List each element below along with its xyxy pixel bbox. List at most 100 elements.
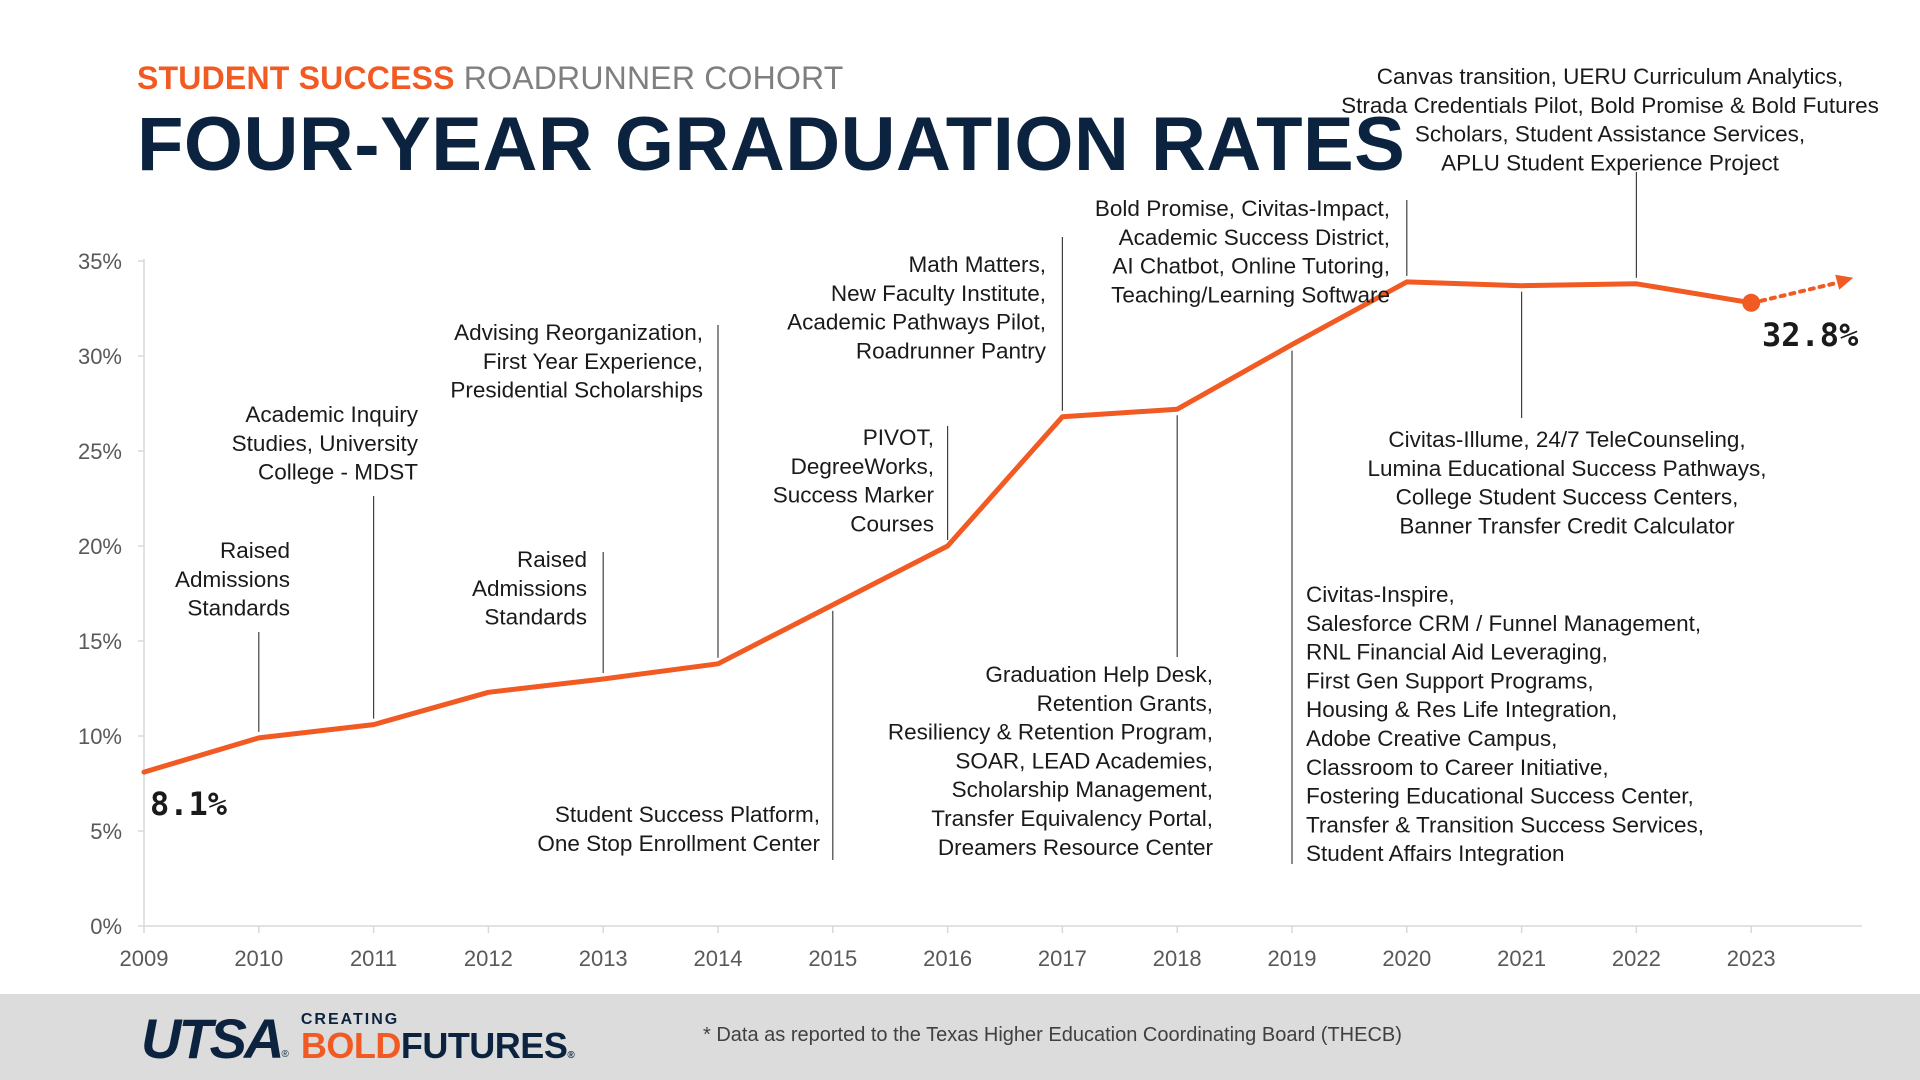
end-value-label: 32.8% bbox=[1762, 316, 1859, 354]
y-tick-label: 10% bbox=[78, 724, 122, 749]
annotation-line: Transfer Equivalency Portal, bbox=[931, 806, 1213, 831]
annotation-line: SOAR, LEAD Academies, bbox=[955, 748, 1213, 773]
annotation-line: DegreeWorks, bbox=[791, 454, 934, 479]
annotation-2022: Canvas transition, UERU Curriculum Analy… bbox=[1341, 64, 1879, 175]
annotation-line: Advising Reorganization, bbox=[454, 320, 703, 345]
logo-creating-bold-futures: CREATING BOLDFUTURES® bbox=[300, 1011, 575, 1066]
annotation-line: College - MDST bbox=[258, 460, 418, 485]
x-tick-label: 2019 bbox=[1268, 946, 1317, 971]
y-tick-label: 35% bbox=[78, 249, 122, 274]
x-tick-label: 2017 bbox=[1038, 946, 1087, 971]
annotation-line: Strada Credentials Pilot, Bold Promise &… bbox=[1341, 93, 1879, 118]
annotation-line: Housing & Res Life Integration, bbox=[1306, 697, 1617, 722]
y-tick-label: 5% bbox=[90, 819, 122, 844]
annotation-line: Standards bbox=[484, 605, 587, 630]
annotation-line: One Stop Enrollment Center bbox=[537, 831, 820, 856]
x-tick-label: 2012 bbox=[464, 946, 513, 971]
annotation-line: Lumina Educational Success Pathways, bbox=[1368, 456, 1767, 481]
annotation-2017: Math Matters, New Faculty Institute, Acade… bbox=[787, 252, 1047, 363]
start-value-label: 8.1% bbox=[150, 785, 228, 823]
annotation-line: Scholarship Management, bbox=[952, 777, 1213, 802]
annotation-2021: Civitas-Illume, 24/7 TeleCounseling, Lumi… bbox=[1368, 427, 1767, 538]
y-tick-label: 20% bbox=[78, 534, 122, 559]
y-tick-label: 0% bbox=[90, 914, 122, 939]
x-tick-label: 2010 bbox=[234, 946, 283, 971]
annotation-line: Classroom to Career Initiative, bbox=[1306, 755, 1609, 780]
slide-title: FOUR-YEAR GRADUATION RATES bbox=[137, 102, 1406, 187]
annotation-line: Standards bbox=[187, 596, 290, 621]
endpoint-marker bbox=[1742, 293, 1761, 312]
y-tick-label: 15% bbox=[78, 629, 122, 654]
annotation-2019: Civitas-Inspire, Salesforce CRM / Funnel … bbox=[1306, 582, 1704, 866]
annotation-2011: Academic Inquiry Studies, University Colle… bbox=[232, 402, 419, 485]
annotation-line: Resiliency & Retention Program, bbox=[888, 720, 1213, 745]
annotation-line: Raised bbox=[517, 547, 587, 572]
annotation-line: Student Success Platform, bbox=[555, 802, 820, 827]
x-tick-label: 2023 bbox=[1727, 946, 1776, 971]
y-tick-label: 25% bbox=[78, 439, 122, 464]
annotation-line: Graduation Help Desk, bbox=[985, 662, 1213, 687]
annotation-line: Presidential Scholarships bbox=[450, 378, 703, 403]
annotation-line: Civitas-Illume, 24/7 TeleCounseling, bbox=[1388, 427, 1745, 452]
x-tick-label: 2018 bbox=[1153, 946, 1202, 971]
annotation-line: Banner Transfer Credit Calculator bbox=[1399, 513, 1735, 538]
annotation-2016: PIVOT, DegreeWorks, Success Marker Courses bbox=[773, 425, 935, 536]
annotation-line: College Student Success Centers, bbox=[1396, 485, 1739, 510]
annotation-line: Academic Pathways Pilot, bbox=[787, 310, 1046, 335]
x-tick-label: 2009 bbox=[120, 946, 169, 971]
graduation-rate-chart: 0% 5% 10% 15% 20% 25% 30% 35% 2009 2010 2011 2012 20… bbox=[78, 64, 1879, 971]
x-tick-label: 2013 bbox=[579, 946, 628, 971]
annotation-line: Courses bbox=[850, 511, 934, 536]
annotation-line: Scholars, Student Assistance Services, bbox=[1415, 122, 1805, 147]
x-tick-label: 2020 bbox=[1382, 946, 1431, 971]
utsa-logo: UTSA ® CREATING BOLDFUTURES® bbox=[141, 1011, 575, 1067]
annotation-line: Adobe Creative Campus, bbox=[1306, 726, 1557, 751]
x-tick-label: 2015 bbox=[808, 946, 857, 971]
x-tick-label: 2016 bbox=[923, 946, 972, 971]
annotation-line: Teaching/Learning Software bbox=[1111, 282, 1390, 307]
trend-arrow-line bbox=[1759, 280, 1840, 303]
subtitle-accent: STUDENT SUCCESS bbox=[137, 60, 455, 96]
annotation-line: Civitas-Inspire, bbox=[1306, 582, 1455, 607]
annotation-line: Math Matters, bbox=[908, 252, 1046, 277]
annotation-line: New Faculty Institute, bbox=[831, 281, 1046, 306]
annotation-2018: Graduation Help Desk, Retention Grants, Re… bbox=[888, 662, 1214, 860]
slide-subtitle: STUDENT SUCCESS ROADRUNNER COHORT bbox=[137, 60, 1405, 97]
annotation-line: Success Marker bbox=[773, 483, 935, 508]
annotation-2015: Student Success Platform, One Stop Enroll… bbox=[537, 802, 820, 856]
x-tick-label: 2014 bbox=[694, 946, 743, 971]
annotation-line: Academic Success District, bbox=[1119, 225, 1390, 250]
annotation-line: Canvas transition, UERU Curriculum Analy… bbox=[1377, 64, 1843, 89]
footnote: * Data as reported to the Texas Higher E… bbox=[703, 1024, 1402, 1046]
annotation-line: RNL Financial Aid Leveraging, bbox=[1306, 640, 1608, 665]
annotation-line: Academic Inquiry bbox=[245, 402, 418, 427]
annotation-line: Roadrunner Pantry bbox=[856, 338, 1047, 363]
x-tick-label: 2011 bbox=[350, 946, 397, 971]
annotation-line: Admissions bbox=[472, 576, 587, 601]
annotation-line: Studies, University bbox=[232, 431, 419, 456]
logo-creating-text: CREATING bbox=[300, 1011, 400, 1028]
annotation-line: First Gen Support Programs, bbox=[1306, 668, 1594, 693]
annotation-line: First Year Experience, bbox=[483, 349, 703, 374]
annotation-line: Retention Grants, bbox=[1037, 691, 1213, 716]
annotation-2014: Advising Reorganization, First Year Exper… bbox=[450, 320, 703, 403]
annotation-2013: Raised Admissions Standards bbox=[472, 547, 587, 630]
logo-futures-text: FUTURES bbox=[400, 1025, 568, 1066]
y-tick-label: 30% bbox=[78, 344, 122, 369]
x-tick-label: 2021 bbox=[1497, 946, 1546, 971]
annotation-line: Bold Promise, Civitas-Impact, bbox=[1095, 196, 1390, 221]
logo-bold-text: BOLD bbox=[300, 1025, 402, 1066]
annotation-line: Dreamers Resource Center bbox=[938, 835, 1214, 860]
logo-registered-mark: ® bbox=[281, 1049, 289, 1060]
annotation-line: Salesforce CRM / Funnel Management, bbox=[1306, 611, 1701, 636]
annotation-line: Raised bbox=[220, 538, 290, 563]
annotation-line: Fostering Educational Success Center, bbox=[1306, 784, 1694, 809]
logo-futures-registered-mark: ® bbox=[567, 1050, 575, 1061]
annotation-2010: Raised Admissions Standards bbox=[175, 538, 290, 621]
footer-bar: UTSA ® CREATING BOLDFUTURES® * Data as r… bbox=[0, 994, 1920, 1080]
header: STUDENT SUCCESS ROADRUNNER COHORT FOUR-Y… bbox=[137, 60, 1405, 183]
annotation-line: APLU Student Experience Project bbox=[1441, 150, 1779, 175]
annotation-line: AI Chatbot, Online Tutoring, bbox=[1112, 254, 1390, 279]
annotation-line: Student Affairs Integration bbox=[1306, 841, 1565, 866]
annotation-line: PIVOT, bbox=[863, 425, 934, 450]
